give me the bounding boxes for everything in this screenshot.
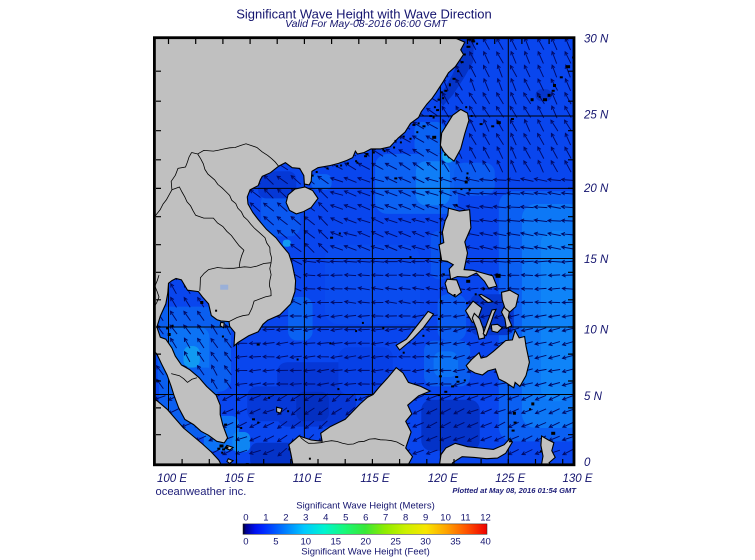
- svg-text:7: 7: [383, 513, 388, 524]
- svg-text:5 N: 5 N: [584, 391, 603, 403]
- svg-text:25 N: 25 N: [583, 110, 609, 122]
- svg-text:30 N: 30 N: [584, 34, 609, 46]
- svg-text:4: 4: [323, 513, 328, 524]
- svg-text:Plotted at May 08, 2016 01:54: Plotted at May 08, 2016 01:54 GMT: [452, 486, 577, 495]
- svg-text:10: 10: [440, 513, 451, 524]
- svg-text:15: 15: [330, 537, 341, 548]
- svg-text:30: 30: [420, 537, 431, 548]
- svg-text:6: 6: [363, 513, 368, 524]
- svg-text:Valid For May-08-2016 06:00 GM: Valid For May-08-2016 06:00 GMT: [285, 18, 448, 30]
- svg-text:120 E: 120 E: [428, 473, 458, 485]
- svg-text:1: 1: [263, 513, 268, 524]
- svg-text:9: 9: [423, 513, 428, 524]
- svg-text:10 N: 10 N: [584, 325, 609, 337]
- svg-text:15 N: 15 N: [584, 254, 609, 266]
- svg-text:110 E: 110 E: [293, 473, 323, 485]
- svg-text:20: 20: [360, 537, 371, 548]
- svg-text:Significant Wave Height (Meter: Significant Wave Height (Meters): [296, 501, 435, 512]
- svg-text:25: 25: [390, 537, 401, 548]
- svg-text:2: 2: [283, 513, 288, 524]
- svg-text:100 E: 100 E: [157, 473, 187, 485]
- svg-text:8: 8: [403, 513, 408, 524]
- svg-text:Significant Wave Height (Feet): Significant Wave Height (Feet): [301, 547, 429, 558]
- svg-text:0: 0: [243, 513, 248, 524]
- svg-text:Significant Wave Height with W: Significant Wave Height with Wave Direct…: [236, 7, 492, 22]
- svg-text:20 N: 20 N: [583, 183, 609, 195]
- svg-text:105 E: 105 E: [224, 473, 254, 485]
- svg-text:0: 0: [584, 457, 591, 469]
- svg-text:35: 35: [450, 537, 461, 548]
- svg-text:10: 10: [301, 537, 312, 548]
- svg-text:40: 40: [480, 537, 491, 548]
- svg-text:125 E: 125 E: [495, 473, 525, 485]
- svg-text:12: 12: [480, 513, 491, 524]
- svg-text:3: 3: [303, 513, 308, 524]
- svg-text:5: 5: [273, 537, 278, 548]
- svg-text:11: 11: [461, 513, 471, 524]
- svg-text:oceanweather inc.: oceanweather inc.: [156, 486, 247, 498]
- svg-text:115 E: 115 E: [360, 473, 390, 485]
- svg-text:0: 0: [243, 537, 248, 548]
- svg-text:130 E: 130 E: [562, 473, 592, 485]
- svg-text:5: 5: [343, 513, 348, 524]
